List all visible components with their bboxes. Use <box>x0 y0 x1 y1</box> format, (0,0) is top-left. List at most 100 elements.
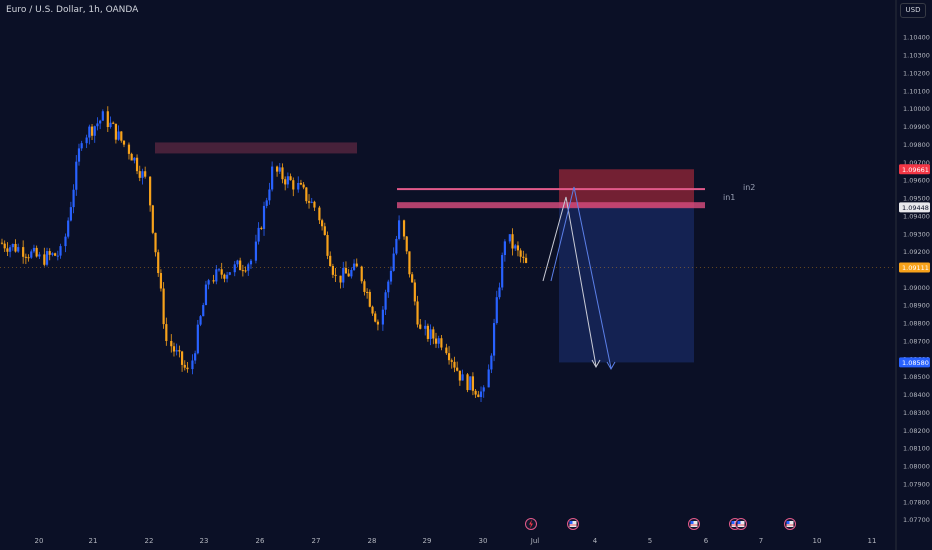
price-label-text: 1.09448 <box>902 204 929 212</box>
candle-body <box>511 234 514 249</box>
candle-body <box>479 391 483 398</box>
candle-body <box>99 120 102 124</box>
candle-body <box>14 243 17 252</box>
candle-body <box>202 305 205 317</box>
candle-body <box>490 355 493 370</box>
candle-body <box>88 126 91 138</box>
us-flag-icon[interactable] <box>784 518 796 530</box>
candle-body <box>450 360 453 362</box>
candle-body <box>194 353 197 361</box>
candle-body <box>522 256 525 258</box>
candle-body <box>397 220 401 239</box>
us-flag-icon[interactable] <box>567 518 579 530</box>
candle-body <box>434 338 438 344</box>
time-tick-label: 30 <box>479 537 488 545</box>
candle-body <box>363 281 366 292</box>
candle-body <box>342 267 345 283</box>
candle-body <box>524 257 528 263</box>
supply-zone[interactable] <box>155 142 357 154</box>
candle-body <box>445 347 448 354</box>
candle-body <box>355 263 358 267</box>
candle-body <box>392 253 395 271</box>
candle-body <box>135 157 139 172</box>
label-in2: in2 <box>743 183 755 192</box>
us-flag-icon[interactable] <box>688 518 700 530</box>
time-tick-label: Jul <box>530 537 540 545</box>
price-tick-label: 1.10400 <box>903 34 930 42</box>
candle-body <box>395 238 398 254</box>
projection-arrow-1[interactable] <box>542 196 597 367</box>
us-flag-icon[interactable] <box>735 518 747 530</box>
price-tick-label: 1.10200 <box>903 69 930 77</box>
candle-body <box>503 241 506 256</box>
candle-body <box>495 297 498 324</box>
projection-arrow-2[interactable] <box>550 186 612 369</box>
candle-body <box>96 123 99 127</box>
price-tick-label: 1.08700 <box>903 337 930 345</box>
candle-body <box>180 351 184 365</box>
candle-body <box>347 273 350 277</box>
candle-body <box>212 280 215 282</box>
candle-body <box>32 247 36 252</box>
candle-body <box>11 243 14 248</box>
candle-body <box>286 176 289 185</box>
candle-body <box>302 184 305 188</box>
candle-body <box>130 153 133 161</box>
price-tick-label: 1.09700 <box>903 159 930 167</box>
candle-body <box>0 242 4 244</box>
price-tick-label: 1.09600 <box>903 177 930 185</box>
candle-body <box>271 166 274 190</box>
candle-body <box>75 161 78 190</box>
candle-body <box>408 251 411 275</box>
candle-body <box>217 269 221 271</box>
candle-body <box>437 338 440 344</box>
candle-body <box>27 257 30 259</box>
time-tick-label: 10 <box>813 537 822 545</box>
candle-body <box>471 376 475 391</box>
candle-body <box>384 292 387 310</box>
currency-button[interactable]: USD <box>900 3 926 18</box>
entry-band-in1[interactable] <box>397 202 705 209</box>
target-zone[interactable] <box>559 207 694 363</box>
candle-body <box>305 187 308 202</box>
candle-body <box>85 137 88 144</box>
candle-body <box>321 220 324 227</box>
candle-body <box>313 201 316 208</box>
candle-body <box>318 207 321 221</box>
candle-body <box>239 260 242 271</box>
candle-body <box>416 301 419 325</box>
price-label-text: 1.09661 <box>902 166 929 174</box>
candle-body <box>281 167 284 180</box>
candle-body <box>453 361 456 368</box>
candle-body <box>508 234 511 242</box>
lightning-icon[interactable] <box>525 518 537 530</box>
time-tick-label: 22 <box>145 537 154 545</box>
candle-body <box>144 171 147 177</box>
candle-body <box>278 167 281 172</box>
candle-body <box>101 111 104 121</box>
price-tick-label: 1.09500 <box>903 195 930 203</box>
candle-body <box>331 265 334 275</box>
candle-body <box>112 122 115 124</box>
candle-body <box>519 250 522 257</box>
price-label-badge <box>899 164 930 175</box>
candle-body <box>329 255 332 266</box>
time-tick-label: 5 <box>648 537 652 545</box>
candle-body <box>122 140 126 145</box>
entry-line-in2[interactable] <box>397 188 705 191</box>
candle-body <box>80 143 83 149</box>
candle-body <box>456 367 459 371</box>
candle-body <box>424 325 427 329</box>
candle-body <box>461 374 464 381</box>
candle-body <box>326 235 329 256</box>
price-tick-label: 1.08800 <box>903 320 930 328</box>
candle-body <box>207 280 210 285</box>
label-in1: in1 <box>723 193 735 202</box>
candle-body <box>368 291 371 307</box>
time-tick-label: 4 <box>593 537 598 545</box>
price-tick-label: 1.07900 <box>903 480 930 488</box>
candle-body <box>170 340 173 347</box>
candle-body <box>183 364 186 368</box>
